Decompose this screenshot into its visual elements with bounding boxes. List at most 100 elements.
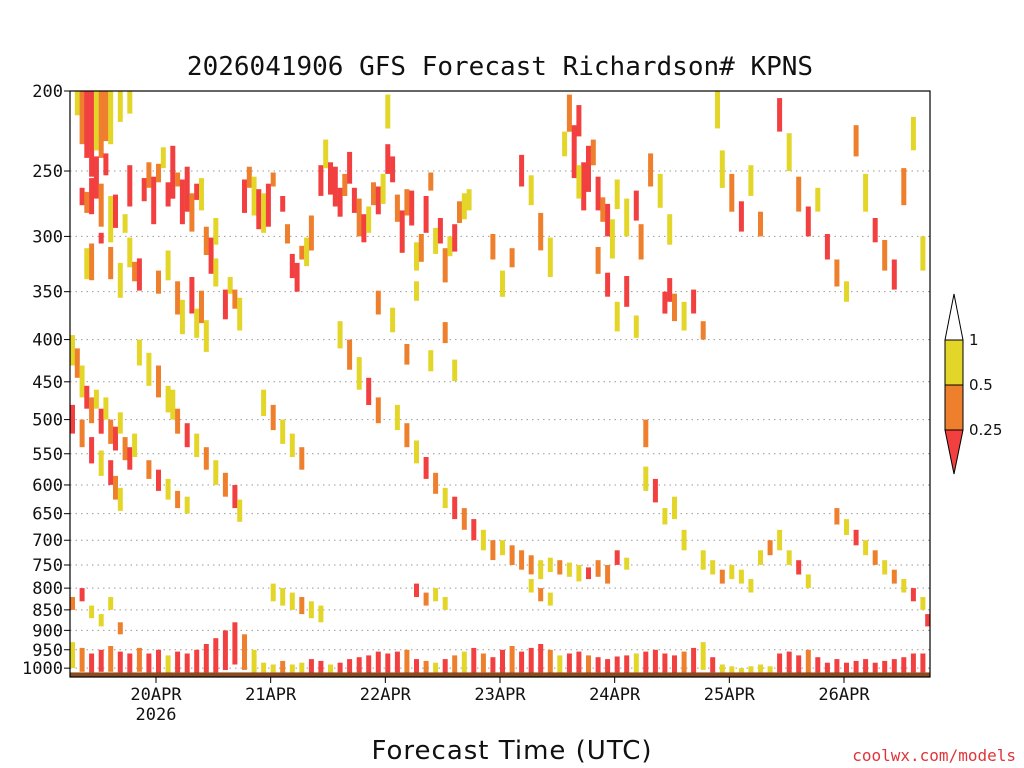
heatmap-cell <box>910 116 916 151</box>
heatmap-cell <box>132 261 138 282</box>
heatmap-cell <box>132 433 138 457</box>
heatmap-cell <box>547 557 553 572</box>
y-tick-label: 650 <box>32 505 63 525</box>
heatmap-cell <box>179 299 185 335</box>
heatmap-cell <box>203 447 209 470</box>
heatmap-cell <box>84 191 90 213</box>
y-tick-label: 500 <box>32 411 63 431</box>
heatmap-cell <box>404 649 410 673</box>
y-axis: 200 250 300 350 400 450 500 550 600 650 700 750 8008… <box>22 82 70 679</box>
heatmap-cell <box>872 218 878 243</box>
heatmap-cell <box>146 162 152 188</box>
heatmap-cell <box>285 224 290 244</box>
heatmap-cell <box>796 176 802 212</box>
heatmap-cell <box>624 557 630 570</box>
heatmap-cell <box>433 662 439 673</box>
heatmap-cell <box>89 653 95 673</box>
heatmap-cell <box>920 653 926 673</box>
heatmap-cell <box>380 173 386 204</box>
heatmap-cell <box>89 178 95 215</box>
heatmap-cell <box>127 165 133 207</box>
heatmap-cell <box>270 172 276 187</box>
heatmap-cell <box>165 385 171 413</box>
heatmap-cell <box>98 450 104 476</box>
heatmap-cell <box>213 460 219 485</box>
heatmap-cell <box>815 187 821 212</box>
heatmap-cell <box>184 496 190 514</box>
heatmap-cells <box>70 91 931 673</box>
heatmap-cell <box>156 649 161 673</box>
heatmap-cell <box>299 447 305 470</box>
heatmap-cell <box>347 339 353 370</box>
legend-level-label: 0.5 <box>969 376 993 394</box>
heatmap-cell <box>519 651 525 673</box>
heatmap-cell <box>141 178 147 202</box>
heatmap-cell <box>342 173 348 196</box>
y-tick-label: 950 <box>32 641 63 661</box>
heatmap-cell <box>108 597 114 610</box>
heatmap-cell <box>576 165 582 199</box>
heatmap-cell <box>442 659 448 673</box>
ground-band <box>70 672 930 677</box>
heatmap-cell <box>117 622 123 635</box>
heatmap-cell <box>84 91 90 158</box>
heatmap-cell <box>89 605 95 619</box>
heatmap-cell <box>433 472 439 494</box>
heatmap-cell <box>738 201 744 232</box>
heatmap-cell <box>203 226 209 255</box>
heatmap-cell <box>347 151 353 184</box>
heatmap-cell <box>79 365 85 398</box>
heatmap-cell <box>108 419 114 444</box>
heatmap-cell <box>70 642 75 669</box>
heatmap-cell <box>796 560 802 575</box>
heatmap-cell <box>194 308 200 338</box>
x-tick-label: 25APR <box>704 685 756 705</box>
heatmap-cell <box>251 176 257 216</box>
legend-swatch <box>944 384 964 431</box>
y-tick-label: 350 <box>32 283 63 303</box>
heatmap-cell <box>480 653 486 673</box>
heatmap-cell <box>184 166 190 212</box>
heatmap-cell <box>261 662 267 673</box>
heatmap-cell <box>901 657 907 673</box>
heatmap-cell <box>399 210 405 253</box>
x-tick-sublabel: 2026 <box>136 705 177 725</box>
heatmap-cell <box>437 218 443 244</box>
heatmap-cell <box>175 172 181 187</box>
heatmap-cell <box>891 659 897 673</box>
heatmap-cell <box>390 307 396 333</box>
heatmap-cell <box>509 646 515 673</box>
heatmap-cell <box>280 419 286 444</box>
heatmap-cell <box>117 487 123 511</box>
heatmap-cell <box>844 281 849 302</box>
heatmap-cell <box>767 666 773 673</box>
heatmap-cell <box>79 419 85 448</box>
heatmap-cell <box>270 583 276 602</box>
heatmap-cell <box>777 98 783 132</box>
heatmap-cell <box>490 234 496 260</box>
heatmap-cell <box>98 614 104 627</box>
heatmap-cell <box>452 359 458 381</box>
heatmap-cell <box>108 646 114 672</box>
heatmap-cell <box>576 105 582 137</box>
heatmap-cell <box>605 659 611 673</box>
heatmap-cell <box>146 352 152 386</box>
heatmap-cell <box>98 183 104 227</box>
y-tick-label: 400 <box>32 331 63 351</box>
heatmap-cell <box>586 145 591 192</box>
heatmap-cell <box>337 187 343 217</box>
heatmap-cell <box>156 270 161 294</box>
heatmap-cell <box>414 659 419 673</box>
y-tick-label: 600 <box>32 476 63 496</box>
y-tick-label: 700 <box>32 531 63 551</box>
heatmap-cell <box>490 540 496 561</box>
heatmap-cell <box>500 540 505 556</box>
heatmap-cell <box>672 496 677 520</box>
heatmap-cell <box>681 651 687 673</box>
heatmap-cell <box>538 560 544 580</box>
heatmap-cell <box>891 259 897 290</box>
heatmap-cell <box>79 647 85 672</box>
x-tick-label: 21APR <box>245 685 297 705</box>
heatmap-cell <box>93 156 99 199</box>
heatmap-cell <box>117 91 123 122</box>
